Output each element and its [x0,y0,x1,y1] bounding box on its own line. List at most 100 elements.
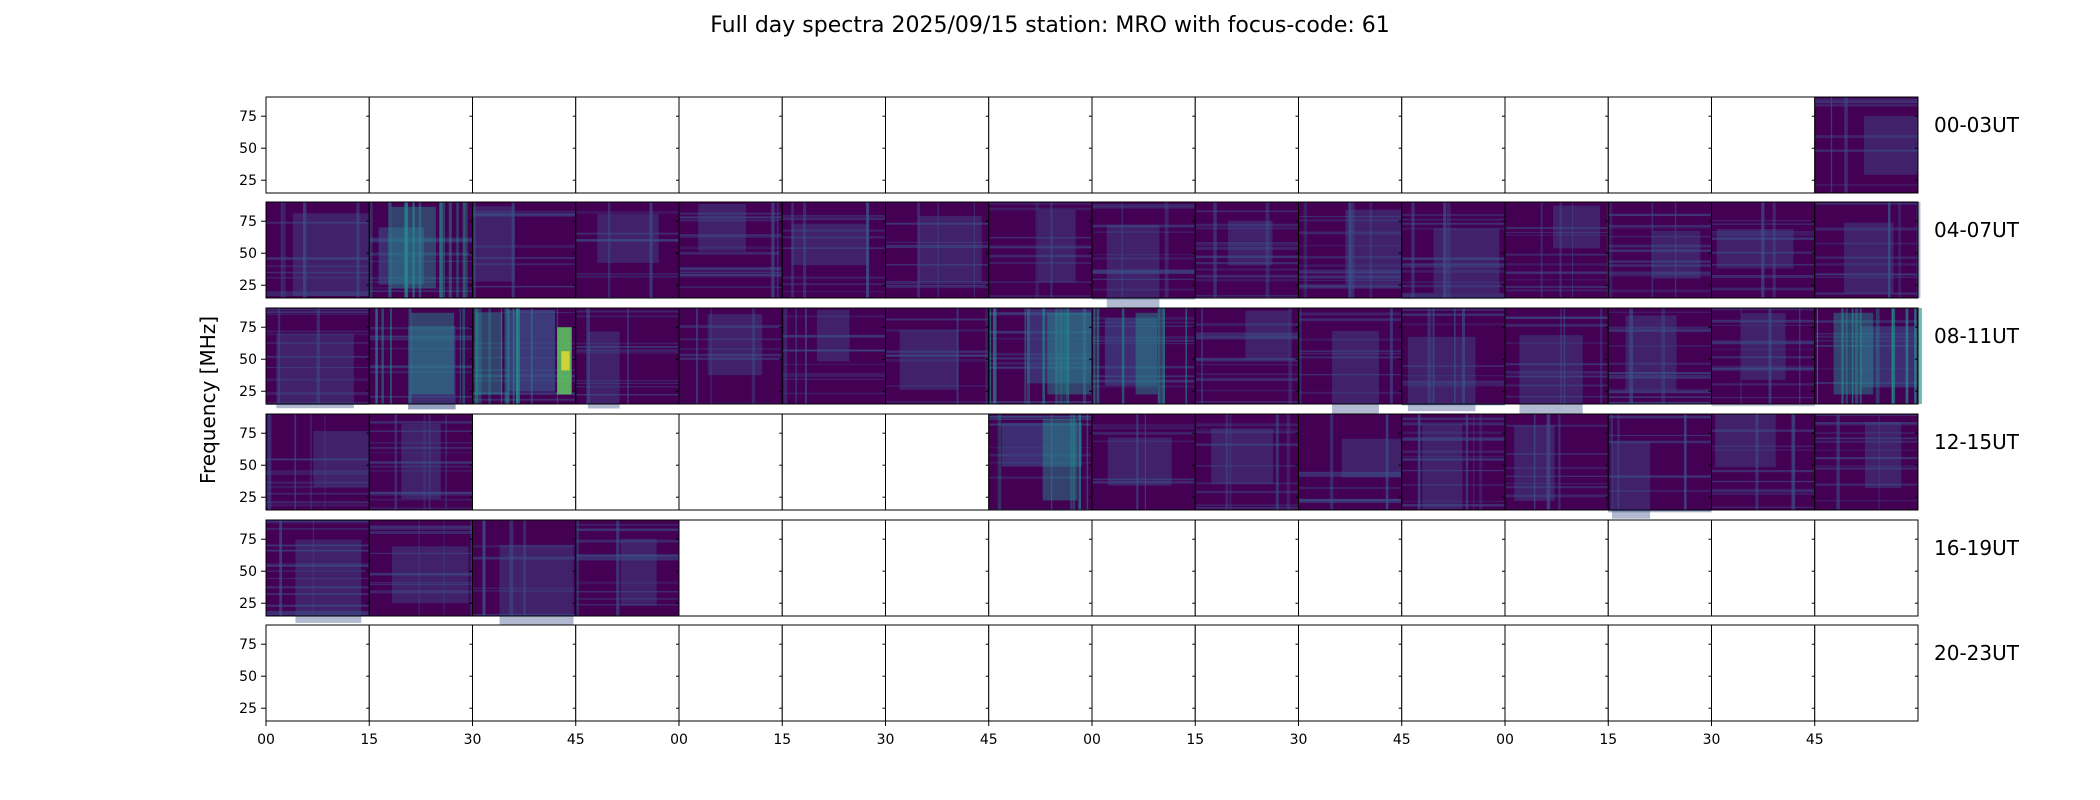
spectra-row: 75 50 25 20-23UT [239,624,2020,722]
spectrum-panel [1091,624,1196,722]
row-time-label: 04-07UT [1934,218,2020,242]
spectrum-panel [1711,519,1816,617]
spectrum-panel [575,624,680,722]
y-tick-label: 75 [239,426,257,442]
spectrum-panel [781,96,886,194]
spectrum-panel [885,201,990,299]
spectrum-panel [1194,96,1299,194]
spectrum-panel [1711,307,1816,407]
spectrum-panel [1401,96,1506,194]
spectrum-panel [1504,519,1609,617]
spectrum-panel [678,624,783,722]
spectrum-panel [368,96,473,194]
spectrum-panel [781,519,886,617]
spectrum-panel [1194,413,1299,511]
spectrum-panel [575,201,680,299]
x-tick-label: 00 [670,732,688,748]
spectrum-panel [1401,519,1506,617]
spectrum-panel [265,624,370,722]
x-tick-label: 30 [464,732,482,748]
x-tick-label: 00 [1083,732,1101,748]
spectrum-panel [575,307,680,409]
spectrum-panel [1607,201,1712,299]
spectra-row: 75 50 25 12-15UT [239,413,2020,519]
spectrum-panel [1711,201,1816,299]
x-ticks-layer: 00 15 30 45 00 15 30 45 00 15 30 45 00 15 30 45 [257,721,1824,748]
spectrum-panel [1607,624,1712,722]
spectrum-panel [1504,96,1609,194]
spectrum-panel [1298,624,1403,722]
spectrum-panel [1298,96,1403,194]
row-time-label: 12-15UT [1934,430,2020,454]
y-tick-label: 75 [239,637,257,653]
y-tick-label: 25 [239,384,257,400]
spectrum-panel [575,96,680,194]
x-tick-label: 15 [1186,732,1204,748]
y-tick-label: 50 [239,141,257,157]
spectrum-panel [1814,519,1919,617]
spectrum-panel [1814,413,1919,511]
spectrum-panel [781,624,886,722]
spectrum-panel [1194,307,1299,405]
spectrum-panel [781,413,886,511]
x-tick-label: 15 [360,732,378,748]
chart-title: Full day spectra 2025/09/15 station: MRO… [710,13,1390,38]
spectrum-panel [472,307,577,405]
spectrum-panel [1091,519,1196,617]
spectrum-panel [988,624,1093,722]
x-tick-label: 45 [1393,732,1411,748]
spectrum-panel [1194,519,1299,617]
spectrum-panel [781,307,886,405]
spectrum-panel [368,519,473,617]
spectrum-panel [1401,624,1506,722]
spectra-row: 75 50 25 04-07UT [239,201,2020,309]
spectrum-panel [1504,413,1609,511]
x-tick-label: 00 [1496,732,1514,748]
spectrum-panel [1607,413,1712,519]
y-tick-label: 75 [239,214,257,230]
y-tick-label: 75 [239,109,257,125]
spectrum-panel [678,201,783,299]
spectrum-panel [1091,96,1196,194]
y-tick-label: 25 [239,173,257,189]
spectrum-panel [1298,413,1403,511]
spectrum-panel [472,201,577,299]
spectrum-panel [885,519,990,617]
spectrum-panel [678,519,783,617]
spectrum-panel [1091,413,1196,511]
spectrum-panel [988,519,1093,617]
spectrum-panel [885,96,990,194]
y-tick-label: 25 [239,701,257,717]
spectrum-panel [1607,307,1712,405]
y-tick-label: 75 [239,532,257,548]
spectra-row: 75 50 25 16-19UT [239,519,2020,629]
spectrum-panel [265,413,370,511]
spectrum-panel [368,413,473,511]
spectrum-panel [988,201,1093,299]
spectrum-panel [1504,201,1611,299]
spectrum-panel [1504,307,1609,417]
spectrum-panel [1298,307,1403,415]
spectra-row: 75 50 25 00-03UT [239,96,2020,194]
spectrum-panel [885,624,990,722]
y-axis-label: Frequency [MHz] [196,316,220,484]
spectrum-panel [1607,96,1712,194]
spectrum-panel [678,413,783,511]
spectrum-panel [1194,201,1299,299]
y-tick-label: 50 [239,246,257,262]
x-tick-label: 30 [1703,732,1721,748]
spectrum-panel [1504,624,1609,722]
spectrum-panel [678,307,783,405]
spectrum-panel [472,519,577,629]
spectrum-panel [265,519,370,623]
spectrum-panel [1298,201,1403,299]
spectrum-panel [1814,96,1919,194]
x-tick-label: 45 [980,732,998,748]
spectrum-panel [885,307,990,405]
row-time-label: 00-03UT [1934,113,2020,137]
x-tick-label: 45 [567,732,585,748]
spectrum-panel [575,519,680,617]
spectra-row: 75 50 25 08-11UT [239,307,2020,417]
spectrum-panel [1711,96,1816,194]
